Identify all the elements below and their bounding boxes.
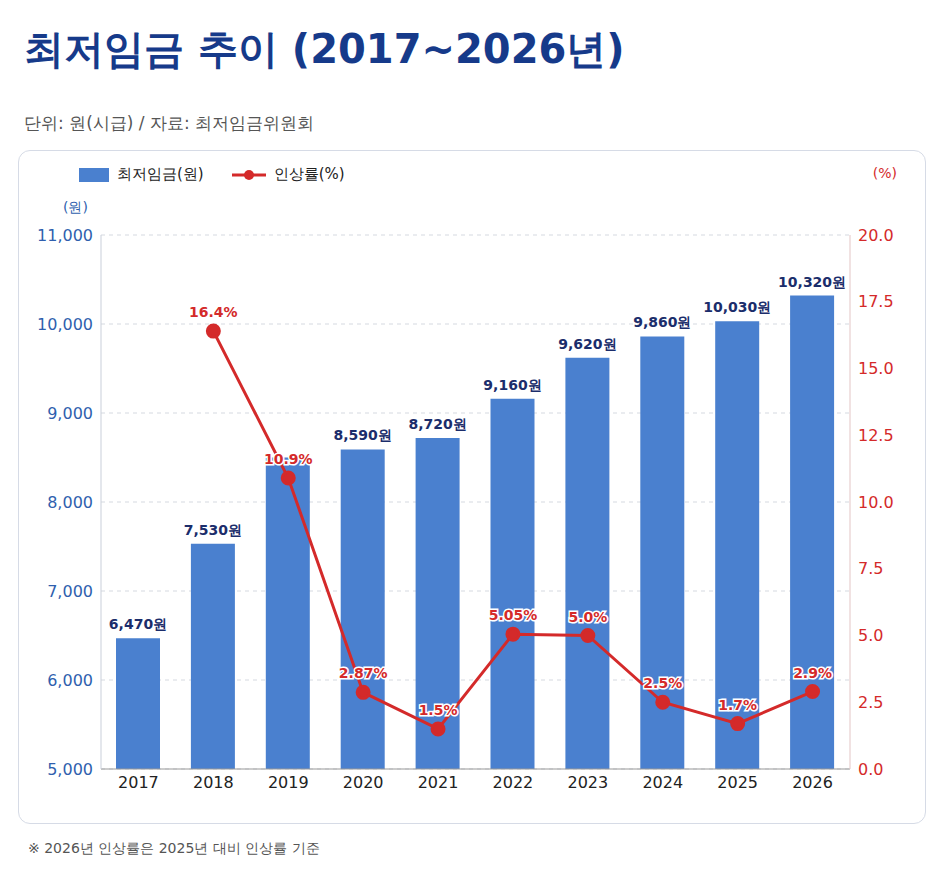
svg-text:5.0%: 5.0%	[568, 609, 607, 625]
svg-text:7,530원: 7,530원	[184, 522, 242, 538]
svg-text:2018: 2018	[193, 773, 234, 792]
svg-text:2022: 2022	[493, 773, 534, 792]
svg-text:9,000: 9,000	[47, 404, 93, 423]
svg-text:2.5: 2.5	[858, 693, 883, 712]
svg-text:10.0: 10.0	[858, 493, 894, 512]
html-text:단위: 원(시급) / 자료: 최저임금위원회: 단위: 원(시급) / 자료: 최저임금위원회	[24, 113, 315, 133]
svg-text:2017: 2017	[118, 773, 159, 792]
svg-text:2024: 2024	[642, 773, 683, 792]
svg-text:2025: 2025	[717, 773, 758, 792]
svg-text:9,860원: 9,860원	[633, 314, 691, 330]
svg-text:2020: 2020	[343, 773, 384, 792]
svg-text:2.9%: 2.9%	[793, 665, 832, 681]
svg-text:2019: 2019	[268, 773, 309, 792]
svg-text:2.87%: 2.87%	[339, 665, 388, 681]
svg-text:2.5%: 2.5%	[643, 675, 682, 691]
html-text:최저임금 추이 (2017~2026년): 최저임금 추이 (2017~2026년)	[24, 26, 625, 72]
svg-text:6,000: 6,000	[47, 671, 93, 690]
svg-text:1.7%: 1.7%	[718, 697, 757, 713]
svg-text:7,000: 7,000	[47, 582, 93, 601]
svg-text:6,470원: 6,470원	[109, 616, 167, 632]
svg-text:15.0: 15.0	[858, 359, 894, 378]
html-text:(원): (원)	[63, 199, 88, 215]
svg-text:5.05%: 5.05%	[489, 607, 538, 623]
html-text:※ 2026년 인상률은 2025년 대비 인상률 기준: ※ 2026년 인상률은 2025년 대비 인상률 기준	[28, 840, 320, 856]
svg-text:8,000: 8,000	[47, 493, 93, 512]
svg-text:17.5: 17.5	[858, 292, 894, 311]
svg-text:16.4%: 16.4%	[189, 304, 238, 320]
svg-text:2023: 2023	[567, 773, 608, 792]
svg-text:11,000: 11,000	[37, 226, 93, 245]
svg-text:2021: 2021	[418, 773, 459, 792]
svg-text:12.5: 12.5	[858, 426, 894, 445]
svg-text:5,000: 5,000	[47, 760, 93, 779]
svg-text:2026: 2026	[792, 773, 833, 792]
svg-text:9,160원: 9,160원	[483, 377, 541, 393]
svg-text:20.0: 20.0	[858, 226, 894, 245]
html-text:최저임금(원): 최저임금(원)	[117, 165, 204, 183]
html-text:인상률(%): 인상률(%)	[273, 165, 345, 183]
svg-text:7.5: 7.5	[858, 559, 883, 578]
svg-text:10,320원: 10,320원	[778, 274, 846, 290]
svg-text:10,000: 10,000	[37, 315, 93, 334]
svg-text:0.0: 0.0	[858, 760, 883, 779]
svg-text:9,620원: 9,620원	[558, 336, 616, 352]
svg-text:8,720원: 8,720원	[408, 416, 466, 432]
svg-text:10,030원: 10,030원	[703, 299, 771, 315]
svg-text:5.0: 5.0	[858, 626, 883, 645]
svg-text:8,590원: 8,590원	[334, 427, 392, 443]
svg-text:1.5%: 1.5%	[419, 702, 458, 718]
svg-text:10.9%: 10.9%	[264, 451, 313, 467]
